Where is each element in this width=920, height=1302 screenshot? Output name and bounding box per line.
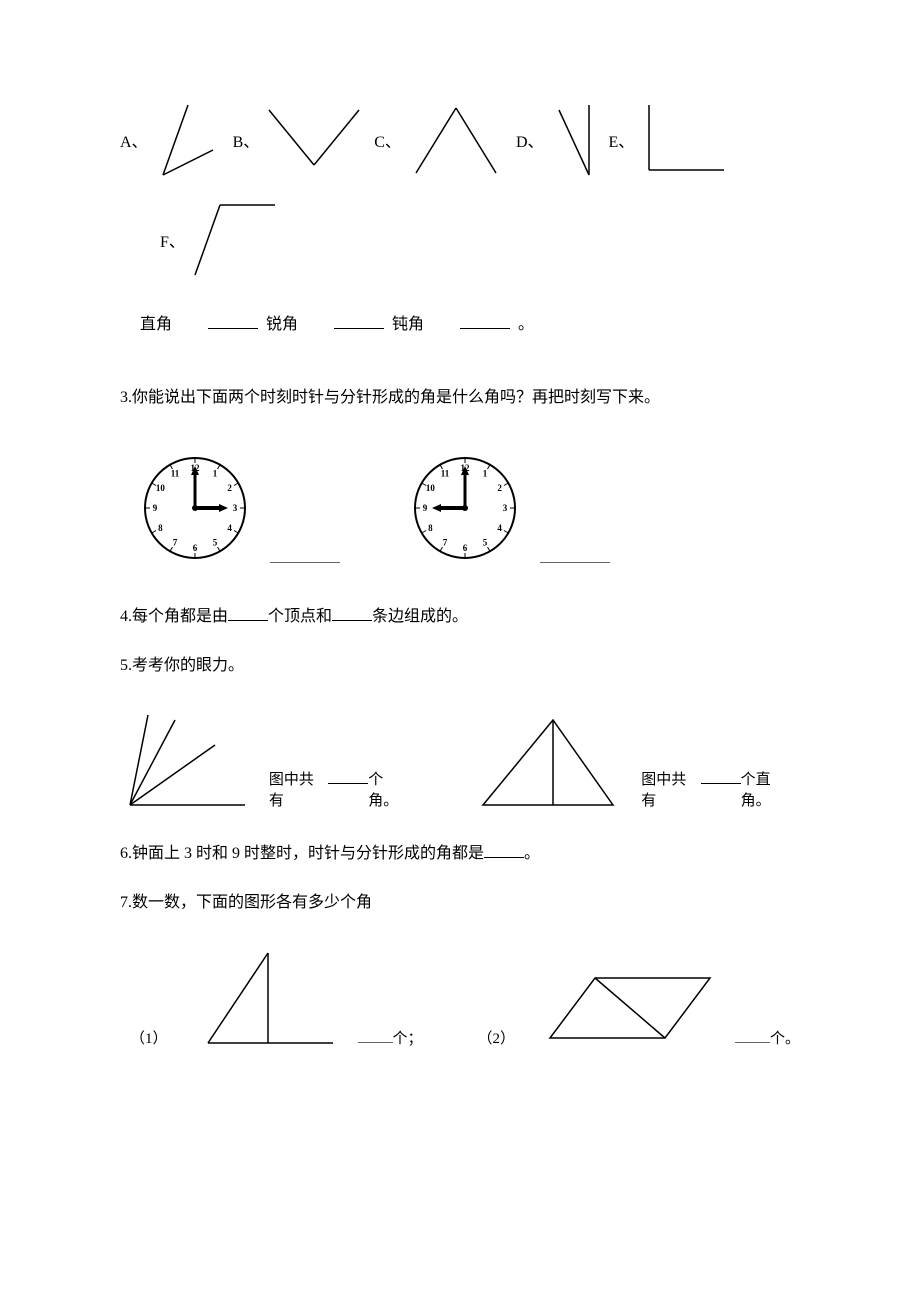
svg-text:9: 9 (423, 503, 428, 513)
angle-B: B、 (233, 105, 365, 175)
q5-figure2 (473, 715, 622, 810)
svg-text:5: 5 (213, 537, 218, 547)
clock-2: 121234567891011 (410, 453, 520, 563)
q7-title: 7.数一数，下面的图形各有多少个角 (120, 894, 372, 911)
q7-fig1-suffix: 个； (393, 1027, 423, 1048)
classify-period: 。 (518, 310, 534, 334)
q5-title: 5.考考你的眼力。 (120, 657, 244, 674)
q4-mid: 个顶点和 (268, 608, 332, 625)
question-6: 6.钟面上 3 时和 9 时整时，时针与分针形成的角都是 。 (120, 840, 800, 869)
q5-figures-row: 图中共有个角。 图中共有个直角。 (120, 710, 800, 810)
q7-item1-label: （1） (130, 1027, 168, 1048)
q5-fig2-prefix: 图中共有 (641, 768, 700, 810)
q7-figure1 (188, 948, 338, 1048)
q4-suffix: 条边组成的。 (372, 608, 468, 625)
angle-A-label: A、 (120, 128, 148, 152)
q6-prefix: 6.钟面上 3 时和 9 时整时，时针与分针形成的角都是 (120, 845, 484, 862)
angle-options-row1: A、 B、 C、 D、 (120, 100, 800, 180)
q6-blank (484, 844, 524, 858)
svg-text:10: 10 (426, 483, 436, 493)
svg-text:8: 8 (428, 523, 433, 533)
clock-1-blank (270, 553, 340, 563)
angle-B-label: B、 (233, 128, 260, 152)
q7-figures-row: （1） 个； （2） 个。 (130, 948, 800, 1048)
angle-B-figure (264, 105, 364, 175)
q5-figure1 (120, 710, 249, 810)
q5-fig2-suffix: 个直角。 (741, 768, 800, 810)
svg-text:3: 3 (233, 503, 238, 513)
question-7: 7.数一数，下面的图形各有多少个角 (120, 889, 800, 918)
svg-text:7: 7 (173, 537, 178, 547)
angle-A: A、 (120, 100, 223, 180)
question-3: 3.你能说出下面两个时刻时针与分针形成的角是什么角吗？再把时刻写下来。 (120, 384, 800, 413)
angle-options-row2: F、 (160, 200, 800, 280)
svg-text:1: 1 (213, 468, 218, 478)
q7-figure2 (535, 968, 715, 1048)
question-4: 4.每个角都是由 个顶点和 条边组成的。 (120, 603, 800, 632)
angle-C-label: C、 (374, 128, 401, 152)
svg-text:7: 7 (443, 537, 448, 547)
classify-acute-label: 锐角 (266, 310, 298, 334)
q5-fig1-prefix: 图中共有 (269, 768, 328, 810)
svg-text:2: 2 (497, 483, 502, 493)
classify-obtuse-blank (460, 313, 510, 329)
angle-D-figure (549, 100, 599, 180)
classify-obtuse-label: 钝角 (392, 310, 424, 334)
angle-E-label: E、 (609, 128, 635, 152)
angle-F-label: F、 (160, 228, 185, 252)
q7-fig1-blank (358, 1033, 393, 1043)
svg-text:3: 3 (503, 503, 508, 513)
svg-text:6: 6 (193, 543, 198, 553)
svg-text:2: 2 (227, 483, 232, 493)
q5-fig1-text: 图中共有个角。 (269, 768, 413, 810)
svg-text:11: 11 (441, 468, 450, 478)
angle-E: E、 (609, 100, 730, 180)
classify-acute-blank (334, 313, 384, 329)
clocks-row: 121234567891011 121234567891011 (140, 453, 800, 563)
svg-text:9: 9 (153, 503, 158, 513)
q5-fig1-blank (328, 770, 368, 784)
clock-1: 121234567891011 (140, 453, 250, 563)
svg-text:5: 5 (483, 537, 488, 547)
q7-fig2-blank (735, 1033, 770, 1043)
angle-F-figure (190, 200, 280, 280)
q5-fig2-blank (701, 770, 741, 784)
q3-text: 3.你能说出下面两个时刻时针与分针形成的角是什么角吗？再把时刻写下来。 (120, 389, 660, 406)
angle-C-figure (406, 103, 506, 178)
clock-2-blank (540, 553, 610, 563)
q5-fig2-text: 图中共有个直角。 (641, 768, 800, 810)
angle-C: C、 (374, 103, 506, 178)
svg-text:1: 1 (483, 468, 488, 478)
angle-F: F、 (160, 200, 280, 280)
classify-right-label: 直角 (140, 310, 172, 334)
classify-row: 直角 锐角 钝角 。 (140, 310, 800, 334)
svg-text:10: 10 (156, 483, 166, 493)
q7-fig2-text: 个。 (735, 1027, 800, 1048)
angle-A-figure (153, 100, 223, 180)
q4-prefix: 4.每个角都是由 (120, 608, 228, 625)
q5-fig1-suffix: 个角。 (368, 768, 413, 810)
q7-item2-label: （2） (478, 1027, 516, 1048)
q7-fig2-suffix: 个。 (770, 1027, 800, 1048)
worksheet-content: A、 B、 C、 D、 (0, 100, 920, 1048)
svg-text:4: 4 (497, 523, 502, 533)
q6-suffix: 。 (524, 845, 540, 862)
angle-D-label: D、 (516, 128, 544, 152)
svg-text:6: 6 (463, 543, 468, 553)
q4-blank2 (332, 607, 372, 621)
classify-right-blank (208, 313, 258, 329)
question-5: 5.考考你的眼力。 (120, 652, 800, 681)
q4-blank1 (228, 607, 268, 621)
q7-fig1-text: 个； (358, 1027, 423, 1048)
angle-D: D、 (516, 100, 599, 180)
svg-text:4: 4 (227, 523, 232, 533)
svg-text:8: 8 (158, 523, 163, 533)
svg-text:11: 11 (171, 468, 180, 478)
angle-E-figure (639, 100, 729, 180)
